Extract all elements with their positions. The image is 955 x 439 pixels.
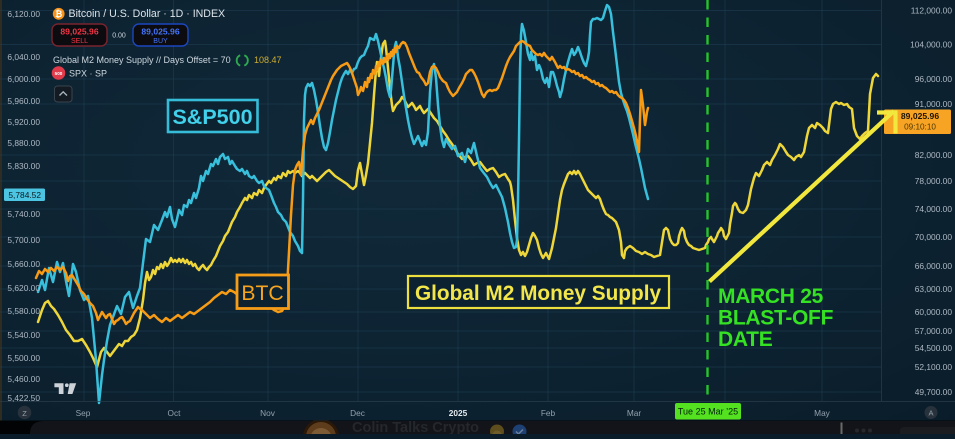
svg-text:5,830.00: 5,830.00: [7, 161, 40, 171]
svg-text:2025: 2025: [449, 408, 468, 418]
svg-text:70,000.00: 70,000.00: [915, 232, 953, 242]
svg-text:09:10:10: 09:10:10: [904, 123, 936, 132]
svg-text:57,000.00: 57,000.00: [915, 326, 953, 336]
svg-text:500: 500: [55, 71, 63, 76]
svg-text:5,422.50: 5,422.50: [7, 393, 40, 403]
svg-text:89,025.96: 89,025.96: [901, 111, 939, 121]
svg-text:5,880.00: 5,880.00: [7, 138, 40, 148]
svg-text:BUY: BUY: [153, 38, 168, 45]
svg-text:112,000.00: 112,000.00: [911, 6, 953, 16]
svg-text:BTC: BTC: [241, 282, 283, 305]
svg-text:54,500.00: 54,500.00: [915, 343, 953, 353]
svg-text:SELL: SELL: [71, 38, 88, 45]
svg-text:91,000.00: 91,000.00: [915, 99, 953, 109]
svg-text:Global M2 Money Supply: Global M2 Money Supply: [415, 282, 662, 305]
svg-text:0.00: 0.00: [112, 33, 126, 40]
svg-text:74,000.00: 74,000.00: [915, 204, 953, 214]
svg-text:5,500.00: 5,500.00: [7, 353, 40, 363]
svg-text:66,000.00: 66,000.00: [915, 261, 953, 271]
svg-text:May: May: [814, 408, 831, 418]
svg-text:Global M2 Money Supply // Days: Global M2 Money Supply // Days Offset = …: [53, 55, 231, 65]
svg-text:₿: ₿: [55, 9, 62, 19]
svg-text:89,025.96: 89,025.96: [141, 27, 179, 37]
svg-text:5,920.00: 5,920.00: [7, 117, 40, 127]
svg-text:5,660.00: 5,660.00: [7, 259, 40, 269]
svg-text:Z: Z: [22, 409, 27, 418]
svg-text:78,000.00: 78,000.00: [915, 176, 953, 186]
svg-text:5,960.00: 5,960.00: [7, 96, 40, 106]
svg-text:Dec: Dec: [350, 408, 365, 418]
svg-text:89,025.96: 89,025.96: [60, 27, 98, 37]
svg-text:5,620.00: 5,620.00: [7, 283, 40, 293]
svg-text:96,000.00: 96,000.00: [915, 74, 953, 84]
svg-text:63,000.00: 63,000.00: [915, 284, 953, 294]
svg-text:Feb: Feb: [541, 408, 556, 418]
svg-text:82,000.00: 82,000.00: [915, 150, 953, 160]
svg-text:5,460.00: 5,460.00: [7, 374, 40, 384]
svg-text:Nov: Nov: [260, 408, 276, 418]
svg-text:6,040.00: 6,040.00: [7, 52, 40, 62]
svg-text:5,740.00: 5,740.00: [7, 209, 40, 219]
svg-text:108.47: 108.47: [254, 55, 282, 65]
svg-text:104,000.00: 104,000.00: [910, 40, 952, 50]
svg-text:5,580.00: 5,580.00: [7, 306, 40, 316]
svg-text:49,700.00: 49,700.00: [915, 387, 953, 397]
svg-text:52,100.00: 52,100.00: [915, 362, 953, 372]
svg-text:Mar: Mar: [627, 408, 642, 418]
svg-text:Oct: Oct: [168, 408, 182, 418]
svg-text:SPX · SP: SPX · SP: [69, 68, 107, 78]
svg-text:BLAST-OFF: BLAST-OFF: [718, 307, 834, 330]
svg-text:5,700.00: 5,700.00: [7, 235, 40, 245]
svg-text:5,784.52: 5,784.52: [8, 190, 41, 200]
svg-text:Bitcoin / U.S. Dollar · 1D · I: Bitcoin / U.S. Dollar · 1D · INDEX: [69, 8, 226, 20]
svg-text:6,000.00: 6,000.00: [7, 74, 40, 84]
svg-text:Tue 25 Mar ’25: Tue 25 Mar ’25: [678, 407, 738, 417]
svg-text:60,000.00: 60,000.00: [915, 307, 953, 317]
svg-text:5,540.00: 5,540.00: [7, 330, 40, 340]
svg-text:A: A: [928, 409, 933, 418]
svg-text:S&P500: S&P500: [172, 105, 252, 129]
svg-text:MARCH 25: MARCH 25: [718, 285, 824, 308]
svg-text:6,120.00: 6,120.00: [7, 9, 40, 19]
svg-text:Sep: Sep: [76, 408, 91, 418]
svg-text:DATE: DATE: [718, 328, 773, 351]
svg-text:Colin Talks Crypto: Colin Talks Crypto: [352, 420, 479, 434]
